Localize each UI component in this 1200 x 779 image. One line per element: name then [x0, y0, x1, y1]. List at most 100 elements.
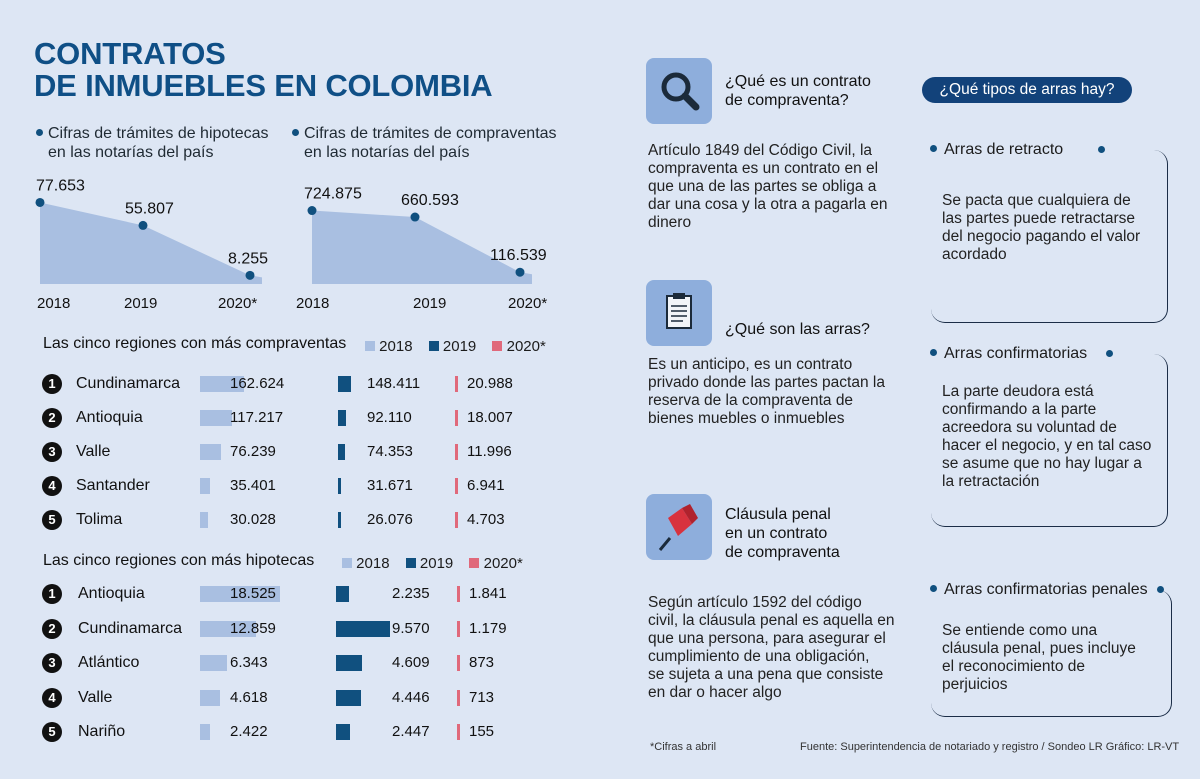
rank-badge: 2: [42, 618, 62, 639]
bar-2019: [338, 512, 341, 528]
bar-value-label: 4.609: [392, 654, 430, 671]
arras-item-penales: Arras confirmatorias penales: [930, 581, 1148, 599]
bar-2020: [455, 478, 458, 494]
x-tick-label: 2019: [124, 295, 157, 312]
bullet-icon: [930, 585, 937, 592]
region-label: Valle: [76, 443, 111, 460]
arras-card-retracto: [931, 150, 1168, 323]
area-fill: [40, 202, 262, 284]
rank-badge: 4: [42, 687, 62, 708]
data-point: [307, 206, 317, 216]
legend-swatch-2020: [492, 341, 503, 351]
legend-swatch-2019: [428, 341, 439, 351]
qa-body-arras: Es un anticipo, es un contrato privado d…: [648, 356, 885, 427]
arras-body-retracto: Se pacta que cualquiera de las partes pu…: [942, 192, 1141, 263]
bar-value-label: 4.618: [230, 688, 268, 706]
bar-value-label: 6.343: [230, 654, 268, 671]
region-label: Cundinamarca: [76, 375, 181, 392]
bar-value-label: 2.447: [392, 723, 430, 740]
bar-value-label: 1.179: [469, 619, 507, 637]
x-tick-label: 2019: [413, 295, 446, 312]
bar-2020: [455, 444, 458, 460]
mortgage-chart-title: Cifras de trámites de hipotecas en las n…: [36, 124, 269, 162]
bar-value-label: 9.570: [392, 619, 430, 637]
bar-value-label: 30.028: [230, 511, 276, 528]
bar-2019: [336, 689, 362, 706]
area-fill: [312, 210, 532, 284]
bar-2020: [457, 620, 460, 637]
bar-value-label: 117.217: [230, 409, 284, 426]
bar-value-label: 1.841: [469, 585, 507, 602]
legend-swatch-2018: [365, 341, 375, 351]
rank-badge: 3: [42, 442, 62, 462]
bullet-icon: [36, 129, 43, 136]
rank-badge: 5: [42, 510, 62, 530]
data-point: [515, 267, 525, 277]
legend-label-2020: 2020*: [506, 338, 546, 355]
bar-2019: [338, 444, 345, 460]
bar-value-label: 20.988: [467, 375, 513, 392]
bar-2018: [200, 376, 244, 392]
bar-2019: [338, 376, 351, 392]
rank-badge: 3: [42, 653, 62, 673]
bar-value-label: 148.411: [367, 375, 421, 392]
region-label: Antioquia: [76, 409, 143, 426]
pushpin-icon: [646, 494, 712, 560]
x-tick-label: 2020*: [218, 295, 257, 312]
mortgage-regions-title: Las cinco regiones con más hipotecas: [43, 552, 315, 569]
bar-2020: [457, 655, 460, 671]
bar-value-label: 4.703: [467, 511, 505, 528]
rank-badge: 4: [42, 476, 62, 496]
area-charts: 77.653 2018 55.807 2019 8.255 2020* 724.875 20…: [35, 177, 547, 312]
bar-value-label: 162.624: [230, 375, 285, 392]
legend-label-2018: 2018: [379, 338, 413, 355]
data-point: [245, 270, 255, 280]
bar-value-label: 35.401: [230, 477, 276, 494]
rank-badge: 1: [42, 584, 62, 604]
arras-types-heading: ¿Qué tipos de arras hay?: [922, 77, 1132, 103]
x-tick-label: 2018: [37, 295, 70, 312]
bar-value-label: 6.941: [467, 477, 505, 494]
arras-body-penales: Se entiende como una cláusula penal, pue…: [942, 622, 1136, 693]
mortgage-legend: 2018 2019 2020*: [342, 555, 523, 572]
x-tick-label: 2020*: [508, 295, 547, 312]
sales-legend: 2018 2019 2020*: [365, 338, 546, 355]
sales-area-chart: 724.875 2018 660.593 2019 116.539 2020*: [296, 186, 547, 312]
bar-value-label: 155: [469, 723, 495, 740]
bar-2018: [200, 724, 211, 740]
region-label: Tolima: [76, 511, 123, 528]
region-label: Antioquia: [78, 585, 145, 602]
magnifier-icon: [646, 58, 712, 124]
bar-value-label: 31.671: [367, 477, 413, 494]
bar-2019: [336, 655, 362, 671]
data-label: 8.255: [228, 250, 268, 267]
rank-badge: 5: [42, 722, 62, 742]
region-label: Valle: [78, 688, 113, 706]
bullet-icon: [292, 129, 299, 136]
arras-body-confirmatorias: La parte deudora está confirmando a la p…: [942, 383, 1152, 490]
bar-value-label: 76.239: [230, 443, 276, 460]
bar-2018: [200, 620, 256, 637]
qa-title-compraventa: ¿Qué es un contrato de compraventa?: [725, 73, 871, 109]
bar-value-label: 18.007: [467, 409, 513, 426]
region-label: Atlántico: [78, 654, 140, 671]
x-tick-label: 2018: [296, 295, 329, 312]
bullet-icon: [1157, 586, 1164, 593]
bar-value-label: 2.422: [230, 723, 268, 740]
bar-2019: [338, 478, 341, 494]
legend-label-2020: 2020*: [483, 555, 523, 572]
region-label: Nariño: [78, 723, 126, 740]
region-label: Santander: [76, 477, 150, 494]
bar-value-label: 18.525: [230, 585, 276, 602]
bar-2019: [336, 620, 390, 637]
legend-label-2018: 2018: [356, 555, 390, 572]
data-label: 55.807: [125, 200, 174, 217]
data-label: 77.653: [36, 177, 85, 194]
legend-swatch-2018: [342, 558, 352, 568]
bar-2018: [200, 512, 209, 528]
bar-2020: [457, 586, 460, 602]
bar-2018: [200, 689, 220, 706]
qa-title-clausula: Cláusula penal en un contrato de comprav…: [725, 506, 840, 561]
page-title: CONTRATOS DE INMUEBLES EN COLOMBIA: [34, 36, 493, 103]
data-label: 724.875: [304, 186, 362, 203]
